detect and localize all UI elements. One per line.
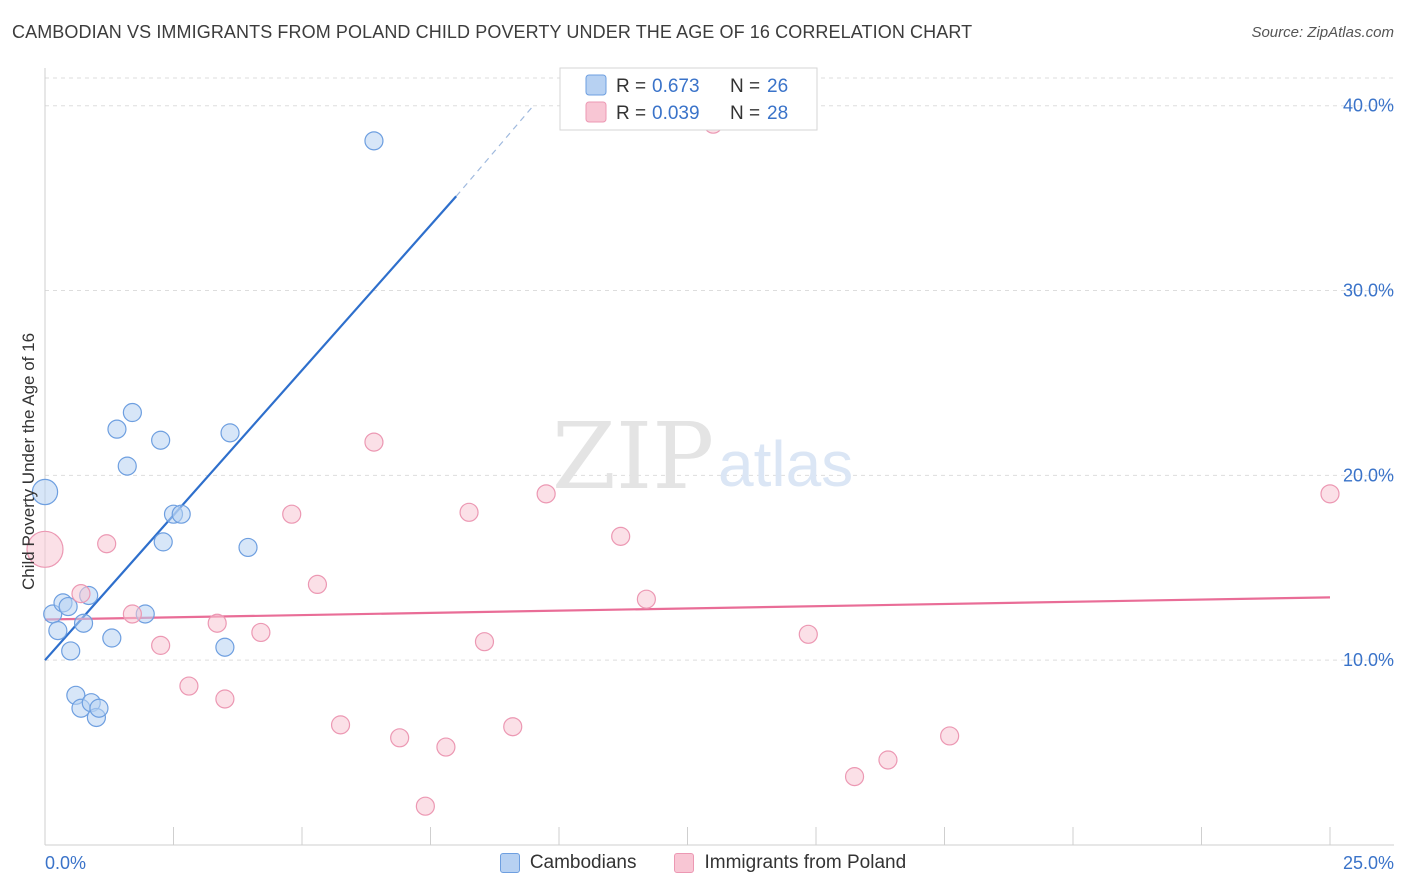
x-tick-label: 25.0% [1343, 853, 1394, 873]
point-poland [844, 767, 865, 787]
point-poland [503, 717, 523, 737]
series-legend-cambodians: Cambodians [499, 852, 637, 874]
point-cambodians [48, 621, 68, 641]
legend-n-label-cambodians: N = [730, 76, 760, 97]
x-tick-label: 0.0% [45, 853, 86, 873]
point-poland [151, 635, 171, 655]
point-cambodians [220, 423, 240, 443]
point-cambodians [89, 698, 109, 718]
point-cambodians [153, 532, 173, 552]
point-poland [122, 604, 142, 624]
point-cambodians [151, 430, 171, 450]
point-cambodians [107, 419, 127, 439]
trend-line-cambodians [44, 195, 458, 661]
watermark-atlas: atlas [718, 428, 853, 500]
point-poland [878, 750, 898, 770]
y-tick-label: 20.0% [1343, 465, 1394, 485]
gridlines [45, 77, 1394, 661]
point-poland [1320, 484, 1340, 504]
point-poland [415, 796, 435, 816]
point-poland [474, 632, 495, 652]
point-poland [611, 526, 631, 546]
trend-lines [44, 105, 1331, 661]
legend-n-value-cambodians: 26 [767, 76, 788, 97]
stats-legend: R = 0.673 N = 26 R = 0.039 N = 28 [559, 67, 818, 131]
legend-r-label-poland: R = [616, 103, 646, 124]
legend-r-label-cambodians: R = [616, 76, 646, 97]
watermark: ZIP atlas [552, 403, 853, 510]
point-poland [436, 737, 456, 757]
point-poland [97, 534, 117, 554]
point-cambodians [61, 641, 81, 661]
data-points [26, 114, 1340, 816]
y-tick-label: 40.0% [1343, 96, 1394, 116]
series-label-cambodians: Cambodians [529, 852, 637, 873]
series-legend: Cambodians Immigrants from Poland [0, 852, 1406, 874]
legend-swatch-cambodians [585, 74, 607, 96]
point-poland [536, 484, 556, 504]
y-tick-label: 10.0% [1343, 650, 1394, 670]
point-cambodians [117, 456, 137, 476]
point-poland [390, 728, 410, 748]
trend-line-poland [44, 596, 1331, 621]
series-swatch-poland [674, 853, 695, 873]
point-poland [207, 613, 227, 633]
watermark-zip: ZIP [552, 403, 714, 510]
point-poland [940, 726, 960, 746]
point-poland [71, 584, 91, 604]
point-poland [459, 502, 479, 522]
point-cambodians [215, 637, 235, 657]
point-poland [307, 574, 328, 595]
point-cambodians [73, 613, 94, 633]
point-poland [179, 676, 199, 696]
point-poland [26, 530, 64, 568]
legend-swatch-poland [585, 101, 607, 123]
point-cambodians [171, 504, 191, 524]
trend-line-cambodians-extension [455, 105, 534, 197]
point-poland [330, 715, 351, 735]
point-poland [215, 689, 235, 709]
source-credit: Source: ZipAtlas.com [1251, 24, 1394, 41]
point-cambodians [58, 596, 78, 617]
x-tick-labels: 0.0% 25.0% [45, 853, 1394, 873]
point-poland [636, 589, 656, 609]
y-tick-label: 30.0% [1343, 281, 1394, 301]
point-poland [282, 504, 302, 524]
y-axis-title: Child Poverty Under the Age of 16 [19, 333, 38, 590]
point-cambodians [31, 478, 59, 506]
chart-title: CAMBODIAN VS IMMIGRANTS FROM POLAND CHIL… [12, 22, 973, 42]
point-poland [251, 622, 271, 643]
axes [44, 68, 1394, 846]
series-label-poland: Immigrants from Poland [704, 852, 907, 873]
point-cambodians [122, 402, 142, 423]
point-poland [798, 624, 818, 644]
point-cambodians [238, 537, 258, 558]
legend-r-value-poland: 0.039 [652, 103, 700, 124]
legend-n-label-poland: N = [730, 103, 760, 124]
series-legend-poland: Immigrants from Poland [674, 852, 906, 874]
point-poland [364, 432, 384, 452]
y-tick-labels: 10.0% 20.0% 30.0% 40.0% [1343, 96, 1394, 670]
point-cambodians [364, 131, 384, 151]
point-cambodians [102, 628, 122, 648]
legend-r-value-cambodians: 0.673 [652, 76, 700, 97]
series-swatch-cambodians [499, 853, 520, 873]
legend-n-value-poland: 28 [767, 103, 788, 124]
